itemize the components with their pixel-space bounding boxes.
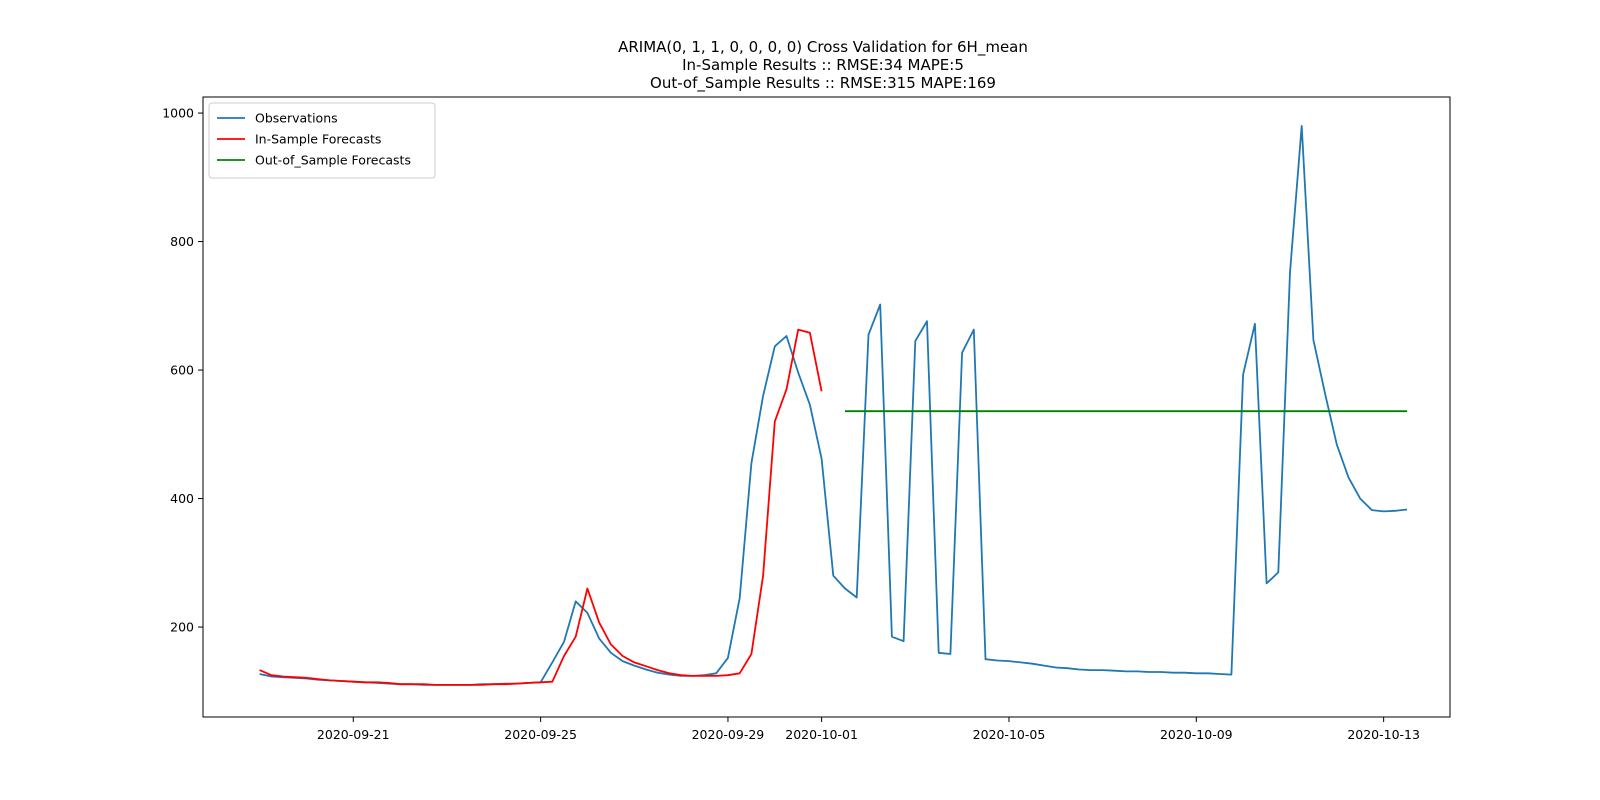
y-tick-label: 200	[170, 620, 194, 635]
x-tick-label: 2020-10-05	[973, 727, 1046, 742]
x-tick-label: 2020-09-29	[692, 727, 765, 742]
chart-title: ARIMA(0, 1, 1, 0, 0, 0, 0) Cross Validat…	[618, 38, 1028, 93]
legend: Observations In-Sample Forecasts Out-of_Sa…	[208, 102, 436, 179]
series-line-in-sample-forecasts	[259, 328, 823, 686]
legend-box	[208, 102, 436, 179]
x-tick-label: 2020-10-09	[1160, 727, 1233, 742]
legend-entry-label: Observations	[255, 111, 338, 126]
chart-title-line: Out-of_Sample Results :: RMSE:315 MAPE:1…	[650, 74, 996, 93]
y-tick-label: 1000	[162, 106, 194, 121]
x-tick-label: 2020-10-13	[1347, 727, 1420, 742]
y-tick-label: 600	[170, 363, 194, 378]
chart-title-line: ARIMA(0, 1, 1, 0, 0, 0, 0) Cross Validat…	[618, 38, 1028, 57]
series-lines	[259, 125, 1408, 686]
plot-area	[202, 96, 1451, 718]
y-axis: 200 400 600 800 1000	[162, 106, 203, 635]
x-tick-label: 2020-09-21	[317, 727, 390, 742]
legend-entry-label: In-Sample Forecasts	[255, 132, 381, 147]
x-tick-label: 2020-10-01	[785, 727, 858, 742]
y-tick-label: 400	[170, 491, 194, 506]
y-tick-label: 800	[170, 234, 194, 249]
series-line-observations	[259, 125, 1408, 686]
x-axis: 2020-09-21 2020-09-25 2020-09-29 2020-10-01…	[317, 717, 1420, 742]
chart-title-line: In-Sample Results :: RMSE:34 MAPE:5	[682, 56, 964, 74]
legend-entry-label: Out-of_Sample Forecasts	[255, 153, 411, 168]
x-tick-label: 2020-09-25	[504, 727, 577, 742]
